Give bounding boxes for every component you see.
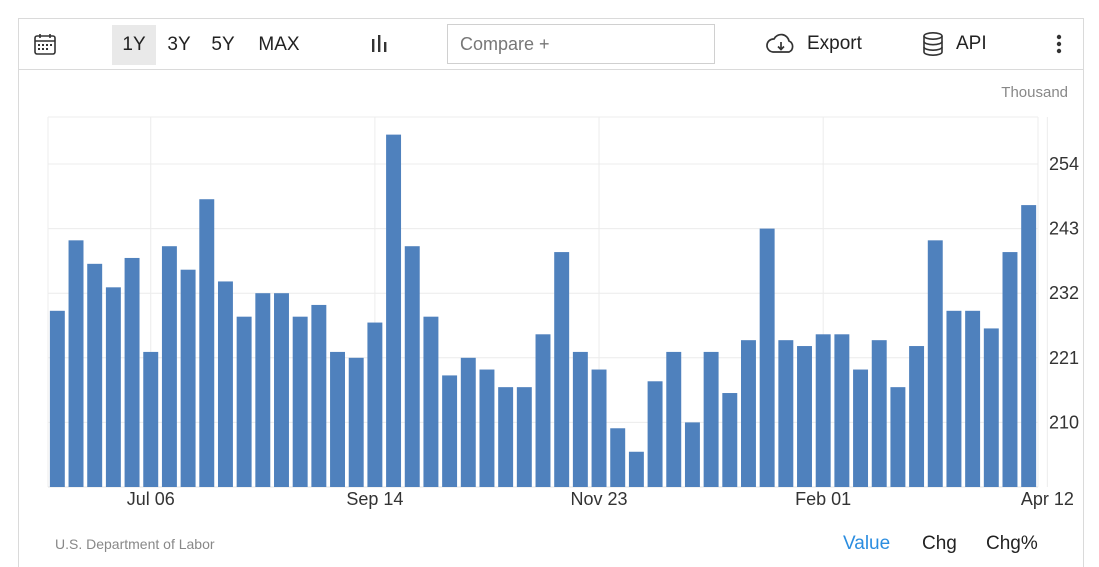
api-button[interactable]: API <box>922 19 1002 69</box>
export-button[interactable]: Export <box>765 19 875 69</box>
range-3y-button[interactable]: 3Y <box>167 34 191 55</box>
compare-input[interactable] <box>447 24 715 64</box>
chart-frame <box>18 18 1084 567</box>
range-5y-button[interactable]: 5Y <box>211 34 235 55</box>
source-label: U.S. Department of Labor <box>55 536 215 552</box>
range-max-button[interactable]: MAX <box>258 34 300 55</box>
cloud-download-icon <box>765 33 797 55</box>
range-1y-button[interactable]: 1Y <box>112 25 156 65</box>
database-icon <box>922 31 944 57</box>
bar-chart-icon[interactable] <box>361 19 397 69</box>
toolbar: 1Y 3Y 5Y MAX Export API <box>18 18 1084 70</box>
tab-chg[interactable]: Chg <box>922 533 957 554</box>
calendar-icon[interactable] <box>27 19 63 69</box>
tab-value[interactable]: Value <box>843 533 891 554</box>
tab-chg-percent[interactable]: Chg% <box>986 533 1038 554</box>
export-label: Export <box>807 33 862 54</box>
unit-label: Thousand <box>1001 84 1068 101</box>
vertical-dots-icon[interactable] <box>1047 19 1071 69</box>
api-label: API <box>956 33 987 54</box>
